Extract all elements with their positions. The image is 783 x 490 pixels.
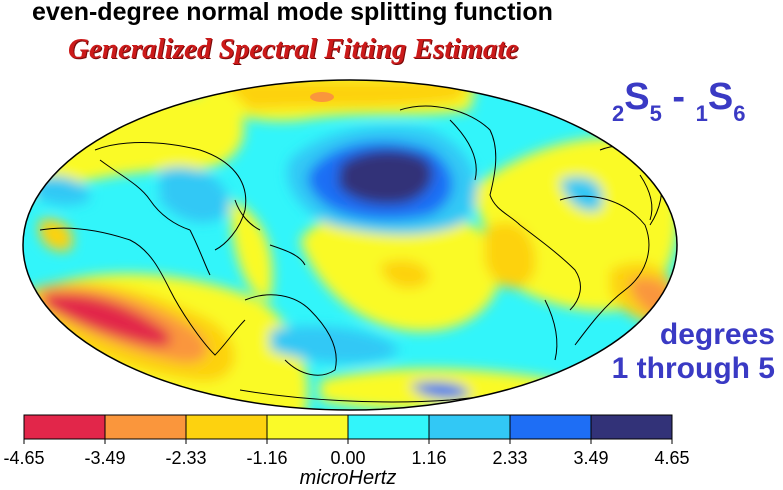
colorbar-tick-label: 1.16 [411,448,447,468]
colorbar-tick-label: -3.49 [84,448,126,468]
colorbar-tick-label: 4.65 [654,448,690,468]
figure-subtitle: Generalized Spectral Fitting Estimate [68,33,519,65]
colorbar-bins [23,414,673,440]
colorbar-tick-label: -4.65 [3,448,45,468]
degrees-label-line2: 1 through 5 [611,352,775,385]
colorbar-tick-label: -1.16 [246,448,288,468]
colorbar-tick-label: 0.00 [330,448,366,468]
colorbar-bin [590,414,673,440]
colorbar-tick-label: 2.33 [492,448,528,468]
colorbar-bin [185,414,268,440]
colorbar-tick-label: 3.49 [573,448,609,468]
colorbar-bin [266,414,349,440]
degrees-label: degrees 1 through 5 [612,318,775,386]
figure-title: even-degree normal mode splitting functi… [32,0,553,26]
mode-b-degree: 6 [733,101,746,126]
colorbar-bin [428,414,511,440]
colorbar-bin [509,414,592,440]
colorbar-ticks [23,439,673,444]
mode-a-type: S [624,76,650,118]
mode-a-overtone: 2 [612,101,625,126]
colorbar-unit: microHertz [299,467,397,489]
map-outline [22,79,678,411]
mode-b-overtone: 1 [695,101,708,126]
mode-pair-label: 2S5 - 1S6 [612,76,746,127]
mode-separator: - [661,76,696,118]
degrees-label-line1: degrees [659,318,775,351]
mode-a-degree: 5 [649,101,662,126]
colorbar-bin [347,414,430,440]
colorbar-tick-label: -2.33 [165,448,207,468]
colorbar-bin [23,414,106,440]
mode-b-type: S [707,76,734,118]
colorbar-bin [104,414,187,440]
